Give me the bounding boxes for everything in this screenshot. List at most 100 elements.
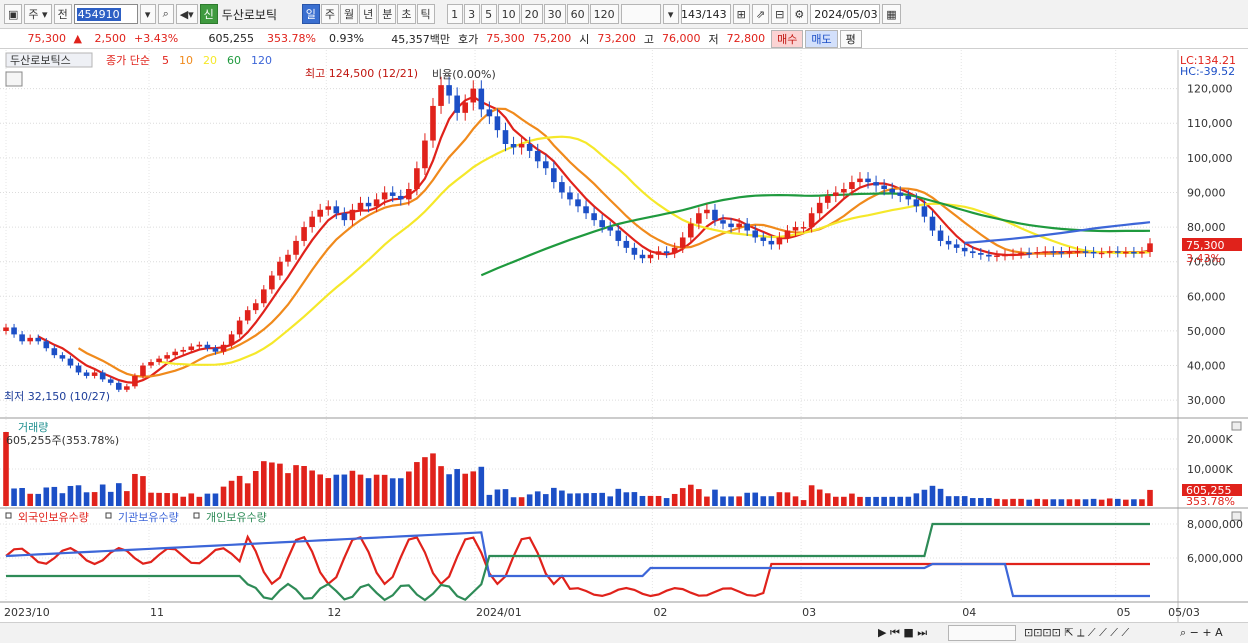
volume-bar xyxy=(309,470,315,506)
drawing-tools[interactable]: ⊡⊡⊡⊡ ⇱ ⟂ ⟋ ⟋ ⟋ ⟋ xyxy=(1024,626,1130,639)
candle xyxy=(494,116,501,131)
ask: 75,300 xyxy=(486,32,525,45)
zoom-controls[interactable]: ⌕ − + A xyxy=(1180,626,1223,639)
candle xyxy=(704,209,710,214)
tab-3[interactable]: 년 xyxy=(359,4,378,24)
speaker-icon[interactable]: ◀▾ xyxy=(175,4,198,24)
holding-legend-0: 외국인보유수량 xyxy=(18,511,89,524)
candle xyxy=(156,358,162,363)
candle xyxy=(325,206,332,210)
code-input[interactable]: 454910 xyxy=(73,4,138,24)
candle xyxy=(599,220,605,228)
volume-bar xyxy=(1114,498,1121,506)
period-30[interactable]: 30 xyxy=(543,4,566,24)
candle xyxy=(1139,252,1145,254)
candle xyxy=(107,379,114,383)
volume-bar xyxy=(663,498,670,506)
volume-panel-close-icon[interactable] xyxy=(1231,421,1242,431)
volume-bar xyxy=(518,497,525,506)
link-icon[interactable]: ⇗ xyxy=(751,4,770,24)
pct-tag: 3.43% xyxy=(1186,252,1221,265)
volume-bar xyxy=(373,474,380,506)
candle xyxy=(1066,252,1073,254)
layout-icon[interactable]: ▣ xyxy=(4,4,23,24)
tab-0[interactable]: 일 xyxy=(301,4,320,24)
candle xyxy=(3,327,9,331)
search-icon[interactable]: ⌕ xyxy=(157,4,174,24)
candle xyxy=(808,213,815,228)
volume-bar xyxy=(164,493,170,506)
volume-bar xyxy=(704,496,710,506)
period-dropdown-icon[interactable]: ▾ xyxy=(662,4,679,24)
buy-button[interactable]: 매수 xyxy=(771,29,804,48)
quote-bar: 75,300 ▲ 2,500 +3.43% 605,255 353.78% 0.… xyxy=(0,29,1248,49)
period-3[interactable]: 3 xyxy=(463,4,480,24)
gear-icon[interactable]: ⚙ xyxy=(790,4,809,24)
period-120[interactable]: 120 xyxy=(589,4,619,24)
volume-bar xyxy=(953,496,960,506)
volume-bar xyxy=(647,495,654,506)
zoom-slider[interactable] xyxy=(948,625,1016,641)
volume-bar xyxy=(124,491,130,506)
candle xyxy=(736,223,742,228)
candle xyxy=(172,351,178,356)
date-field[interactable]: 2024/05/03 xyxy=(810,4,881,24)
volume-bar xyxy=(792,496,799,506)
ratio-annotation: 비율(0.00%) xyxy=(432,68,496,81)
period-select[interactable]: 주 ▾ xyxy=(24,4,52,24)
candle xyxy=(816,202,823,214)
save-icon[interactable]: ⊟ xyxy=(771,4,789,24)
holding-panel-close-icon[interactable] xyxy=(1231,511,1242,521)
holding-legend-marker xyxy=(193,512,200,519)
code-dropdown-icon[interactable]: ▾ xyxy=(139,4,156,24)
stock-chart[interactable]: 두산로보틱스 종가 단순 5 10 20 60 120 최고 124,500 (12/2… xyxy=(0,50,1248,622)
volume-bar xyxy=(269,462,275,506)
volume-bar xyxy=(736,496,742,506)
ma-legend-label: 종가 단순 xyxy=(106,54,150,67)
volume-bar xyxy=(1090,498,1097,506)
period-60[interactable]: 60 xyxy=(566,4,589,24)
calendar-icon[interactable]: ▦ xyxy=(882,4,901,24)
volume-bar xyxy=(615,488,622,506)
candle xyxy=(744,223,750,231)
volume-bar xyxy=(913,493,920,506)
period-1[interactable]: 1 xyxy=(446,4,463,24)
eval-button[interactable]: 평 xyxy=(839,29,862,48)
table-toggle-icon[interactable] xyxy=(5,71,23,87)
volume-bar xyxy=(301,466,307,506)
volume-bar xyxy=(228,480,235,506)
scroll-controls[interactable]: ▶ ⏮ ■ ⏭ xyxy=(878,626,928,639)
tab-4[interactable]: 분 xyxy=(378,4,397,24)
vol-ytick-1: 10,000K xyxy=(1187,463,1233,476)
candle xyxy=(277,261,283,276)
sell-button[interactable]: 매도 xyxy=(805,29,838,48)
candle xyxy=(591,213,597,221)
candle xyxy=(824,195,831,203)
lock-icon[interactable]: ⊞ xyxy=(732,4,750,24)
volume-bar xyxy=(752,492,759,506)
volume-bar xyxy=(397,478,404,506)
candle xyxy=(986,254,992,257)
volume-bar xyxy=(1123,499,1129,506)
candle xyxy=(317,209,323,217)
volume-bar xyxy=(534,491,541,506)
candle xyxy=(752,230,759,238)
custom-period-input[interactable] xyxy=(620,4,661,24)
mode-select[interactable]: 전 xyxy=(53,4,72,24)
status-bar: ▶ ⏮ ■ ⏭ ⊡⊡⊡⊡ ⇱ ⟂ ⟋ ⟋ ⟋ ⟋ ⌕ − + A xyxy=(0,622,1248,643)
count-field[interactable]: 143/143 xyxy=(680,4,731,24)
hold-ytick-1: 6,000,000 xyxy=(1187,552,1243,565)
period-5[interactable]: 5 xyxy=(480,4,497,24)
period-20[interactable]: 20 xyxy=(520,4,543,24)
tab-5[interactable]: 초 xyxy=(397,4,416,24)
change-pct: +3.43% xyxy=(134,32,179,45)
tab-6[interactable]: 틱 xyxy=(416,4,435,24)
volume-bar xyxy=(1002,499,1008,506)
tab-1[interactable]: 주 xyxy=(320,4,340,24)
volume-bar xyxy=(1026,499,1032,506)
volume-bar xyxy=(583,493,589,506)
tab-2[interactable]: 월 xyxy=(340,4,359,24)
volume-bar xyxy=(1082,499,1089,506)
period-10[interactable]: 10 xyxy=(497,4,520,24)
volume-bar xyxy=(325,478,332,506)
